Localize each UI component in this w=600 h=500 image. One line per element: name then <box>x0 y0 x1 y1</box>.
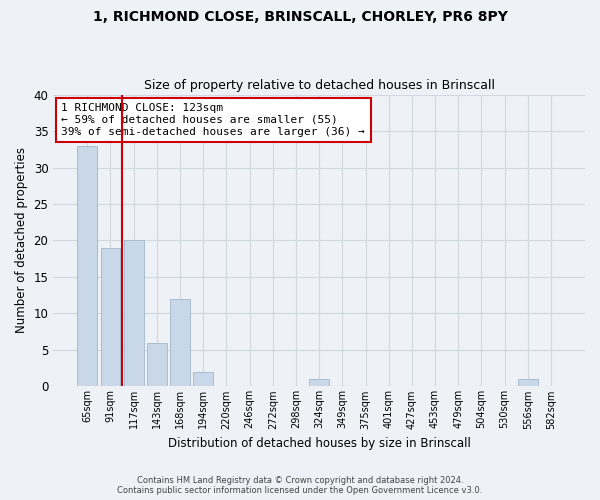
X-axis label: Distribution of detached houses by size in Brinscall: Distribution of detached houses by size … <box>168 437 470 450</box>
Text: 1 RICHMOND CLOSE: 123sqm
← 59% of detached houses are smaller (55)
39% of semi-d: 1 RICHMOND CLOSE: 123sqm ← 59% of detach… <box>61 104 365 136</box>
Title: Size of property relative to detached houses in Brinscall: Size of property relative to detached ho… <box>143 79 494 92</box>
Bar <box>77 146 97 386</box>
Text: Contains HM Land Registry data © Crown copyright and database right 2024.
Contai: Contains HM Land Registry data © Crown c… <box>118 476 482 495</box>
Bar <box>518 379 538 386</box>
Bar <box>101 248 121 386</box>
Bar <box>170 299 190 386</box>
Bar <box>309 379 329 386</box>
Bar <box>124 240 143 386</box>
Y-axis label: Number of detached properties: Number of detached properties <box>15 148 28 334</box>
Bar <box>193 372 213 386</box>
Bar <box>147 342 167 386</box>
Text: 1, RICHMOND CLOSE, BRINSCALL, CHORLEY, PR6 8PY: 1, RICHMOND CLOSE, BRINSCALL, CHORLEY, P… <box>92 10 508 24</box>
